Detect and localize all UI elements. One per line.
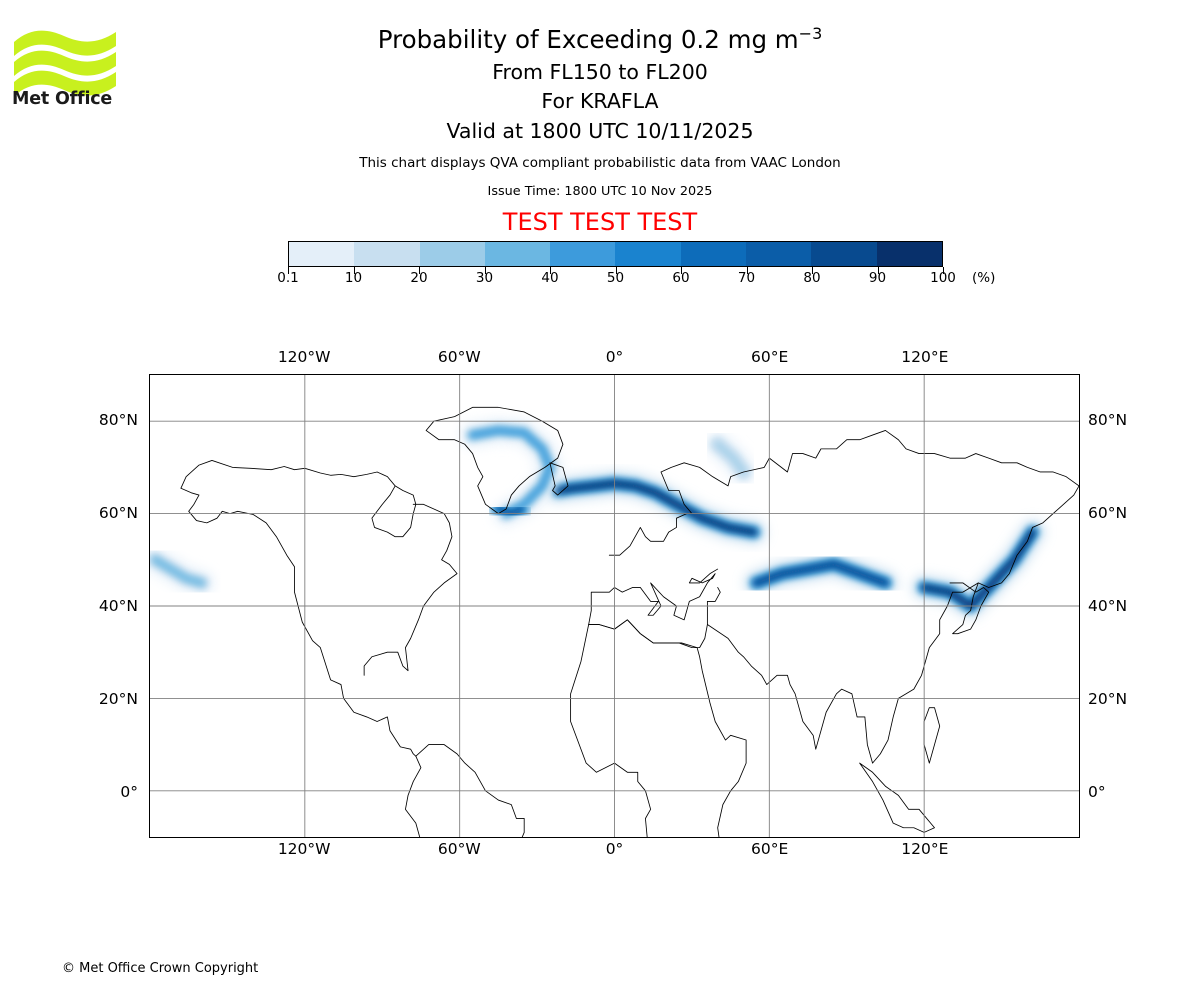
ash-plume-barents-sea-wisp [704, 431, 757, 485]
page-title-exponent: −3 [798, 23, 823, 43]
colorbar-tick-labels: 0.1 10 20 30 40 50 60 70 80 90 100 [0, 270, 1200, 290]
coastline-layer [180, 406, 1079, 837]
coastline-6 [425, 406, 564, 515]
colorbar-tick-3 [484, 267, 486, 274]
colorbar-tick-label-2: 20 [410, 270, 428, 286]
probability-colorbar [288, 241, 943, 267]
page-title: Probability of Exceeding 0.2 mg m−3 [0, 0, 1200, 53]
colorbar-tick-0 [288, 267, 290, 274]
issue-time: Issue Time: 1800 UTC 10 Nov 2025 [487, 183, 713, 199]
colorbar-band-1 [354, 242, 420, 266]
colorbar-tick-label-9: 90 [868, 270, 887, 286]
x-tick-bottom-0: 120°W [277, 840, 331, 858]
qva-note: This chart displays QVA compliant probab… [359, 155, 841, 171]
colorbar-tick-label-4: 40 [541, 270, 559, 286]
page-title-text: Probability of Exceeding 0.2 mg m [377, 25, 799, 54]
colorbar-tick-4 [550, 267, 552, 274]
colorbar-tick-label-1: 10 [344, 270, 363, 286]
ash-plume-central-asia-plume [743, 551, 899, 596]
y-tick-right-3: 20°N [1088, 689, 1128, 708]
x-tick-top-4: 120°E [901, 348, 949, 366]
colorbar-tick-2 [419, 267, 421, 274]
coastline-14 [570, 619, 747, 837]
valid-time-subtitle: Valid at 1800 UTC 10/11/2025 [446, 118, 754, 143]
coastline-11 [949, 582, 990, 635]
y-tick-left-0: 80°N [98, 411, 138, 430]
colorbar-bands [288, 241, 943, 267]
colorbar-band-7 [746, 242, 812, 266]
ash-plume-main-iceland-scandinavia-jet [544, 470, 767, 546]
colorbar-tick-9 [877, 267, 879, 274]
colorbar-tick-8 [812, 267, 814, 274]
coastline-2 [363, 503, 458, 676]
colorbar-tick-label-7: 70 [737, 270, 756, 286]
colorbar-tick-10 [943, 267, 945, 274]
coastline-5 [549, 462, 569, 496]
coastline-10 [706, 485, 1079, 764]
x-tick-bottom-1: 60°W [437, 840, 481, 858]
coastline-7 [588, 568, 719, 625]
colorbar-band-4 [550, 242, 616, 266]
x-tick-bottom-2: 0° [605, 840, 624, 858]
x-tick-top-2: 0° [605, 348, 624, 366]
y-tick-left-2: 40°N [98, 597, 138, 615]
colorbar-band-6 [680, 242, 747, 266]
y-tick-left-3: 20°N [98, 689, 138, 708]
met-office-logo-text: Met Office [12, 89, 113, 109]
volcano-subtitle: For KRAFLA [541, 89, 659, 113]
ash-plume-aleutian-trail [150, 546, 215, 596]
x-tick-top-3: 60°E [751, 348, 789, 366]
colorbar-tick-label-3: 30 [475, 270, 494, 286]
colorbar-ticks [288, 267, 945, 276]
ash-plume-japan-kamchatka-plume [911, 519, 1046, 619]
coastline-13 [923, 707, 941, 764]
met-office-logo [12, 22, 122, 117]
y-tick-left-4: 0° [120, 782, 138, 801]
coastline-0 [180, 487, 417, 757]
colorbar-tick-label-10: 100 [930, 270, 956, 286]
colorbar-tick-label-6: 60 [672, 270, 690, 286]
colorbar-tick-5 [615, 267, 617, 274]
x-axis-labels-bottom: 120°W 60°W 0° 60°E 120°E [0, 840, 1200, 860]
coastline-9 [608, 430, 1079, 556]
colorbar-band-9 [876, 242, 942, 266]
colorbar-tick-label-8: 80 [803, 270, 821, 286]
colorbar-band-8 [811, 242, 877, 266]
colorbar-tick-6 [681, 267, 683, 274]
y-tick-right-0: 80°N [1088, 411, 1128, 430]
y-tick-right-4: 0° [1088, 782, 1106, 801]
y-tick-left-1: 60°N [98, 504, 138, 523]
colorbar-unit-label: (%) [972, 270, 996, 286]
x-axis-labels-top: 120°W 60°W 0° 60°E 120°E [0, 348, 1200, 368]
x-tick-top-0: 120°W [277, 348, 331, 366]
title-block: Probability of Exceeding 0.2 mg m−3 From… [0, 0, 1200, 234]
flight-level-subtitle: From FL150 to FL200 [492, 59, 708, 84]
y-tick-right-2: 40°N [1088, 597, 1128, 615]
ash-probability-layer [150, 417, 1046, 619]
colorbar-tick-1 [353, 267, 355, 274]
colorbar-band-5 [615, 242, 681, 266]
coastline-12 [859, 762, 935, 833]
coastline-8 [588, 587, 721, 649]
y-tick-right-1: 60°N [1088, 504, 1128, 523]
colorbar-band-2 [419, 242, 485, 266]
colorbar-band-3 [484, 242, 551, 266]
coastline-1 [180, 460, 417, 538]
colorbar-tick-label-0: 0.1 [277, 270, 299, 286]
x-tick-top-1: 60°W [437, 348, 481, 366]
test-banner: TEST TEST TEST [502, 208, 698, 237]
colorbar-band-0 [289, 242, 355, 266]
map-gridlines [150, 375, 1079, 837]
coastline-3 [405, 755, 422, 837]
colorbar-tick-7 [746, 267, 748, 274]
colorbar-tick-label-5: 50 [606, 270, 625, 286]
map-plot-area [149, 374, 1080, 838]
coastline-4 [415, 744, 525, 837]
x-tick-bottom-3: 60°E [751, 840, 789, 858]
x-tick-bottom-4: 120°E [901, 840, 949, 858]
copyright-footer: © Met Office Crown Copyright [62, 961, 259, 976]
